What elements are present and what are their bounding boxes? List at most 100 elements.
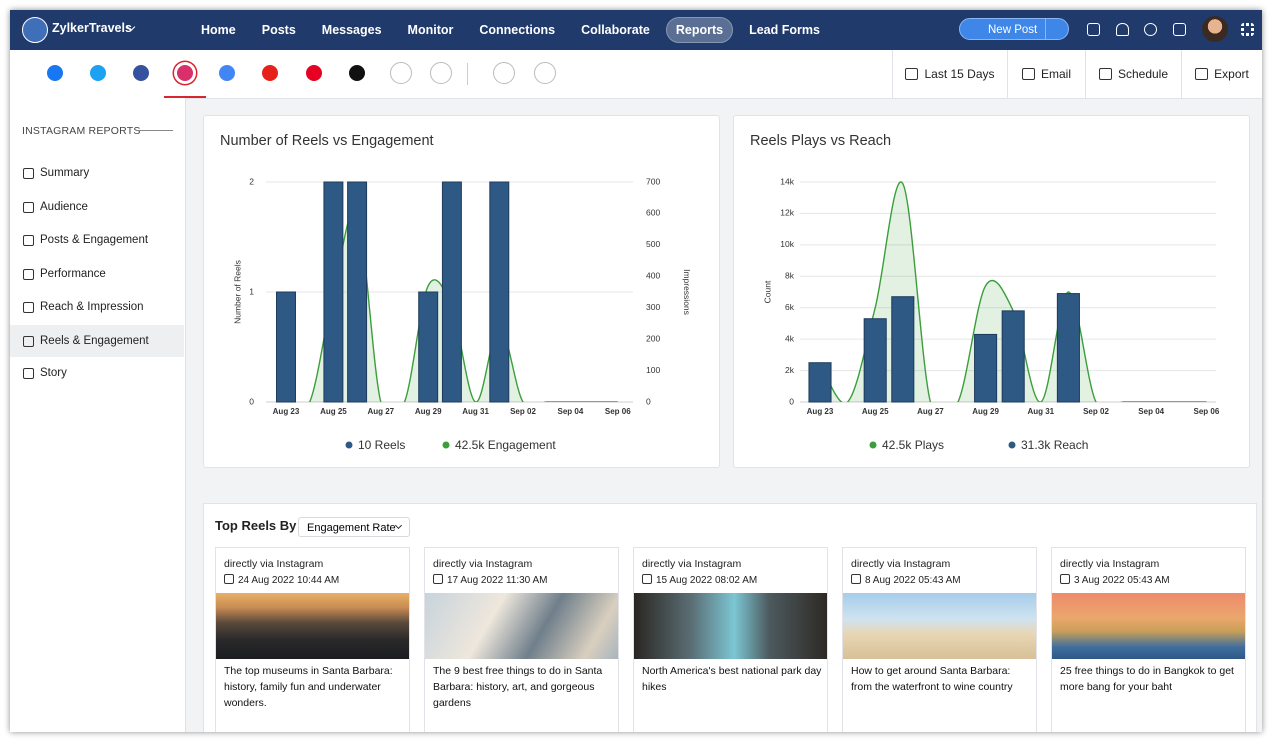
- reel-date[interactable]: 15 Aug 2022 08:02 AM: [656, 575, 758, 586]
- action-label[interactable]: Email: [1040, 67, 1071, 81]
- reel-caption[interactable]: How to get around Santa Barbara: from th…: [851, 665, 1013, 693]
- item-icon[interactable]: [23, 367, 34, 379]
- reel-image[interactable]: [216, 593, 409, 659]
- bell-icon[interactable]: [1116, 23, 1129, 36]
- reel-date[interactable]: 24 Aug 2022 10:44 AM: [238, 575, 340, 586]
- nav-item[interactable]: Collaborate: [581, 23, 650, 37]
- nav-item[interactable]: Monitor: [407, 23, 454, 37]
- sidebar-item[interactable]: Story: [10, 357, 184, 389]
- sidebar-item[interactable]: Reach & Impression: [10, 291, 184, 323]
- nav-item[interactable]: Reports: [665, 17, 734, 43]
- reel-card[interactable]: directly via Instagram 17 Aug 2022 11:30 …: [424, 547, 619, 732]
- action-button[interactable]: Last 15 Days: [892, 50, 1007, 98]
- item-icon[interactable]: [23, 235, 34, 247]
- network-icon[interactable]: [430, 62, 452, 84]
- nav-item[interactable]: Posts: [261, 23, 296, 37]
- nav-item[interactable]: Lead Forms: [749, 23, 820, 37]
- network-icon[interactable]: [47, 65, 63, 81]
- sort-label[interactable]: Engagement Rate: [307, 522, 396, 534]
- reel-card[interactable]: directly via Instagram 24 Aug 2022 10:44 …: [215, 547, 410, 732]
- reel-date[interactable]: 3 Aug 2022 05:43 AM: [1074, 575, 1170, 586]
- reel-source[interactable]: directly via Instagram: [433, 558, 533, 570]
- calendar-icon[interactable]: [642, 574, 652, 584]
- network-icon[interactable]: [493, 62, 515, 84]
- reel-image[interactable]: [843, 593, 1036, 659]
- calendar-icon[interactable]: [851, 574, 861, 584]
- action-button[interactable]: Export: [1181, 50, 1262, 98]
- reel-source[interactable]: directly via Instagram: [642, 558, 742, 570]
- reel-card[interactable]: directly via Instagram 3 Aug 2022 05:43 A…: [1051, 547, 1246, 732]
- sidebar-item[interactable]: Reels & Engagement: [10, 325, 184, 357]
- reel-caption[interactable]: 25 free things to do in Bangkok to get m…: [1060, 665, 1234, 693]
- reel-date[interactable]: 17 Aug 2022 11:30 AM: [447, 575, 548, 586]
- item-label[interactable]: Audience: [40, 200, 88, 213]
- reel-image[interactable]: [1052, 593, 1245, 659]
- item-icon[interactable]: [23, 336, 34, 347]
- network-icon[interactable]: [133, 65, 149, 81]
- reel-caption[interactable]: North America's best national park day h…: [642, 665, 822, 693]
- sidebar-item[interactable]: Performance: [10, 258, 184, 290]
- sort-dropdown[interactable]: Engagement Rate: [298, 517, 410, 537]
- action-icon[interactable]: [1098, 68, 1112, 80]
- calendar-icon[interactable]: [1060, 574, 1070, 584]
- network-icon[interactable]: [219, 65, 235, 81]
- sidebar-item[interactable]: Summary: [10, 157, 184, 189]
- new-post-button[interactable]: New Post: [959, 18, 1069, 40]
- settings-icon[interactable]: [1144, 23, 1157, 36]
- new-post-label[interactable]: New Post: [988, 24, 1038, 36]
- action-label[interactable]: Schedule: [1117, 67, 1169, 81]
- network-icon[interactable]: [390, 62, 412, 84]
- reel-card[interactable]: directly via Instagram 8 Aug 2022 05:43 A…: [842, 547, 1037, 732]
- action-icon[interactable]: [905, 68, 919, 80]
- nav-item[interactable]: Connections: [479, 23, 556, 37]
- chart-card: Number of Reels vs Engagement 0 1 2 0 100 200 3…: [203, 115, 720, 468]
- sidebar-item[interactable]: Audience: [10, 191, 184, 223]
- reel-source[interactable]: directly via Instagram: [1060, 558, 1160, 570]
- caret[interactable]: [394, 521, 403, 530]
- item-label[interactable]: Performance: [40, 267, 106, 280]
- item-icon[interactable]: [23, 268, 34, 280]
- nav-item[interactable]: Home: [201, 23, 236, 37]
- item-icon[interactable]: [23, 201, 34, 213]
- action-button[interactable]: Schedule: [1085, 50, 1181, 98]
- item-label[interactable]: Reels & Engagement: [40, 335, 149, 347]
- reel-source[interactable]: directly via Instagram: [851, 558, 951, 570]
- bar: [276, 291, 296, 403]
- user-avatar[interactable]: [1202, 16, 1228, 42]
- calendar-icon[interactable]: [224, 574, 234, 584]
- sidebar-item[interactable]: Posts & Engagement: [10, 224, 184, 256]
- reel-caption[interactable]: The top museums in Santa Barbara: histor…: [224, 665, 393, 709]
- reel-date[interactable]: 8 Aug 2022 05:43 AM: [865, 575, 961, 586]
- reel-image[interactable]: [425, 593, 618, 659]
- brand-logo[interactable]: [22, 17, 48, 43]
- menu-icon[interactable]: [1087, 23, 1100, 36]
- network-icon[interactable]: [306, 65, 322, 81]
- network-icon[interactable]: [177, 65, 193, 81]
- calendar-icon[interactable]: [433, 574, 443, 584]
- network-icon[interactable]: [534, 62, 556, 84]
- network-icon[interactable]: [349, 65, 365, 81]
- item-icon[interactable]: [23, 302, 34, 314]
- action-button[interactable]: Email: [1007, 50, 1085, 98]
- reel-caption[interactable]: The 9 best free things to do in Santa Ba…: [433, 665, 603, 709]
- apps-icon[interactable]: [1241, 23, 1254, 36]
- item-label[interactable]: Reach & Impression: [40, 301, 144, 314]
- x-tick-label: Sep 04: [1138, 407, 1164, 416]
- action-label[interactable]: Export: [1214, 67, 1249, 81]
- network-icon[interactable]: [262, 65, 278, 81]
- announce-icon[interactable]: [1173, 23, 1186, 36]
- action-icon[interactable]: [1021, 68, 1035, 80]
- brand-name[interactable]: ZylkerTravels: [52, 21, 132, 35]
- item-label[interactable]: Summary: [40, 167, 90, 179]
- item-label[interactable]: Story: [40, 366, 67, 379]
- action-icon[interactable]: [1195, 68, 1209, 80]
- new-post-dropdown[interactable]: [1045, 19, 1068, 39]
- reel-source[interactable]: directly via Instagram: [224, 558, 324, 570]
- network-icon[interactable]: [90, 65, 106, 81]
- reel-card[interactable]: directly via Instagram 15 Aug 2022 08:02 …: [633, 547, 828, 732]
- item-icon[interactable]: [23, 168, 34, 179]
- nav-item[interactable]: Messages: [321, 23, 382, 37]
- action-label[interactable]: Last 15 Days: [924, 67, 995, 81]
- reel-image[interactable]: [634, 593, 827, 659]
- item-label[interactable]: Posts & Engagement: [40, 234, 149, 247]
